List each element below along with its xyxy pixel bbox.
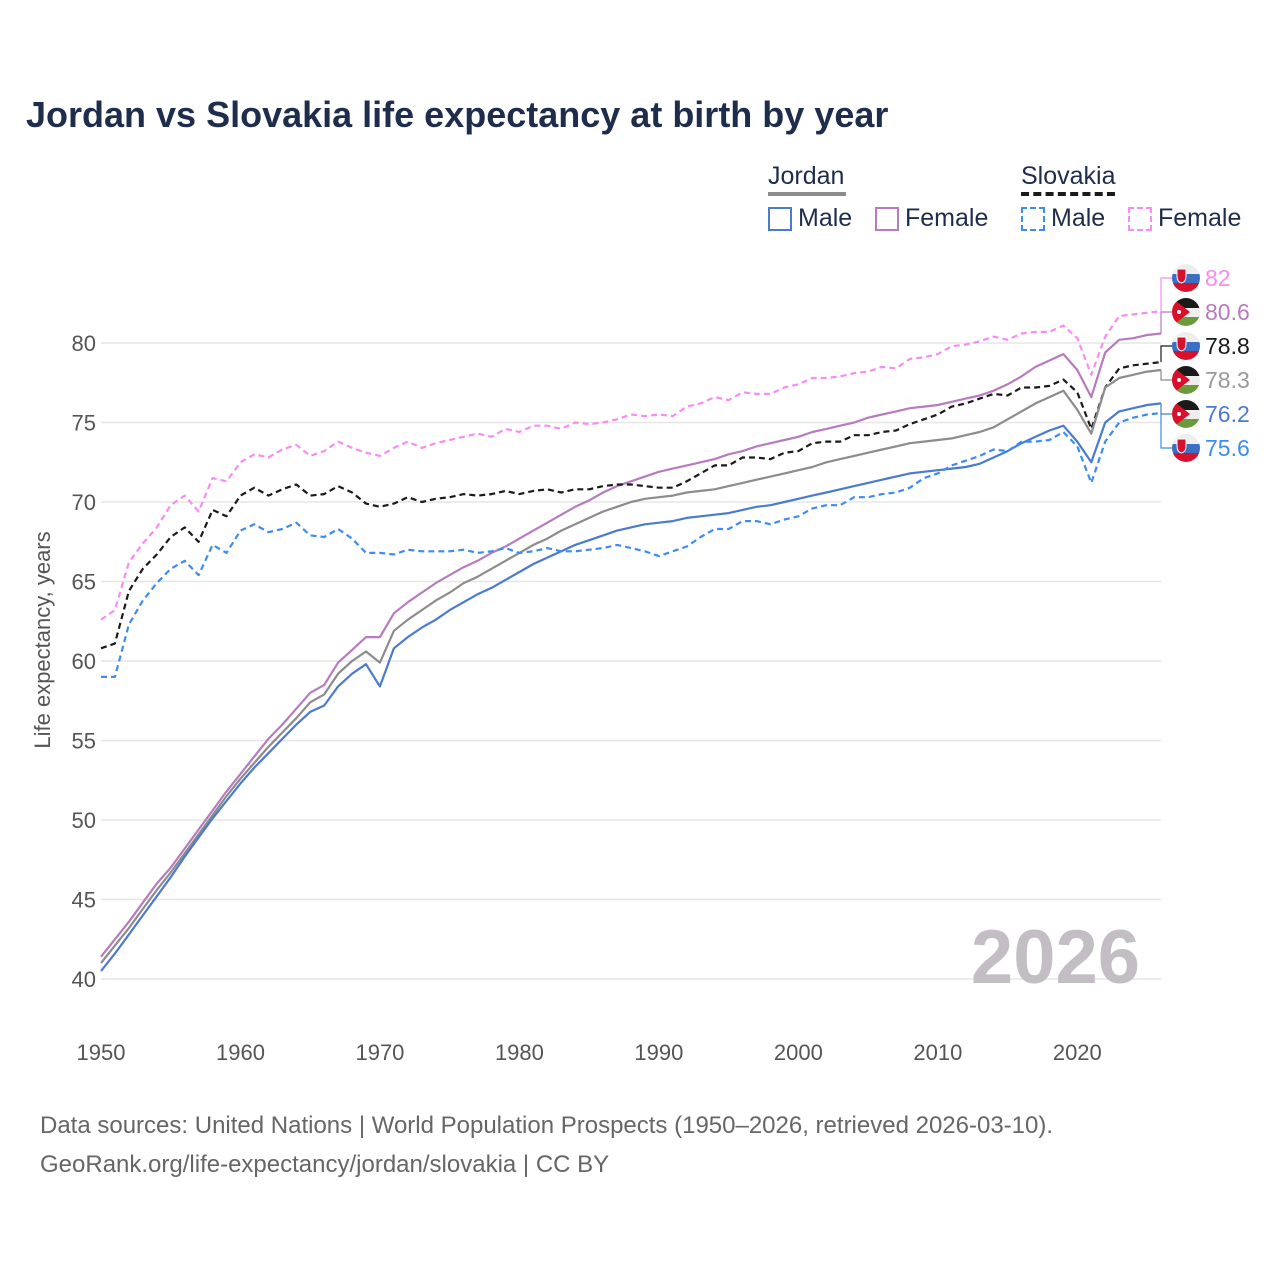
y-axis-label: Life expectancy, years: [30, 531, 55, 748]
legend-swatch: [875, 206, 899, 231]
y-tick-label: 50: [72, 808, 96, 833]
flag-stripe-red: [1172, 453, 1200, 462]
flag-body: [1172, 264, 1200, 292]
y-tick-label: 75: [72, 411, 96, 436]
chart-title: Jordan vs Slovakia life expectancy at bi…: [26, 94, 889, 135]
flag-stripe-green: [1172, 385, 1200, 394]
series-line-jordan: [100, 368, 1162, 964]
label-connector: [1160, 277, 1172, 312]
x-tick-label: 2020: [1053, 1040, 1102, 1065]
label-connector: [1160, 311, 1172, 334]
flag-stripe-black: [1172, 366, 1200, 376]
flag-shield: [1176, 268, 1187, 284]
slovakia-flag-icon: [1172, 264, 1200, 292]
legend-group-slovakia: Slovakia: [1021, 162, 1116, 196]
legend-group-jordan: Jordan: [768, 162, 846, 196]
label-connector: [1160, 412, 1172, 449]
x-tick-label: 2010: [913, 1040, 962, 1065]
flag-stripe-red: [1172, 283, 1200, 292]
slovakia-flag-icon: [1172, 332, 1200, 360]
y-tick-label: 45: [72, 888, 96, 913]
legend-label: Male: [1051, 204, 1106, 232]
legend-swatch: [768, 206, 792, 231]
footer: Data sources: United Nations | World Pop…: [40, 1106, 1053, 1184]
end-value-label: 75.6: [1205, 435, 1250, 461]
series-line-slovakia-male: [101, 411, 1162, 679]
flag-body: [1172, 298, 1200, 326]
x-tick-label: 1990: [634, 1040, 683, 1065]
series-line-slovakia-female: [100, 310, 1162, 621]
x-tick-label: 2000: [774, 1040, 823, 1065]
y-tick-label: 80: [72, 331, 96, 356]
flag-stripe-green: [1172, 419, 1200, 428]
flag-stripe-red: [1172, 351, 1200, 360]
flag-stripe-green: [1172, 317, 1200, 326]
flag-shield: [1176, 438, 1187, 454]
legend-jordan-line: [768, 192, 846, 196]
end-value-label: 78.8: [1205, 333, 1250, 359]
flag-body: [1172, 434, 1200, 462]
legend-slovakia-male[interactable]: Male: [1021, 204, 1105, 233]
legend-label: Female: [1158, 204, 1242, 232]
legend-label: Female: [905, 204, 989, 232]
end-value-label: 76.2: [1205, 401, 1250, 427]
end-value-label: 80.6: [1205, 299, 1250, 325]
legend-label: Male: [798, 204, 853, 232]
flag-body: [1172, 332, 1200, 360]
x-tick-label: 1960: [216, 1040, 265, 1065]
flag-stripe-black: [1172, 400, 1200, 410]
flag-star: [1177, 378, 1181, 382]
flag-star: [1177, 310, 1181, 314]
attribution-text: GeoRank.org/life-expectancy/jordan/slova…: [40, 1151, 610, 1178]
x-tick-label: 1950: [77, 1040, 126, 1065]
flag-shield: [1176, 336, 1187, 352]
jordan-flag-icon: [1172, 400, 1200, 428]
y-tick-label: 40: [72, 967, 96, 992]
y-tick-label: 60: [72, 649, 96, 674]
legend-slovakia-label: Slovakia: [1021, 162, 1116, 190]
legend-jordan-female[interactable]: Female: [875, 204, 988, 233]
label-connector: [1160, 345, 1172, 363]
x-tick-label: 1980: [495, 1040, 544, 1065]
legend-slovakia-line: [1021, 192, 1115, 196]
series-line-slovakia: [100, 361, 1162, 650]
slovakia-flag-icon: [1172, 434, 1200, 462]
end-value-label: 82: [1205, 265, 1231, 291]
x-tick-label: 1970: [355, 1040, 404, 1065]
flag-star: [1177, 412, 1181, 416]
legend-jordan-label: Jordan: [768, 162, 845, 190]
flag-body: [1172, 366, 1200, 394]
series-line-jordan-female: [100, 332, 1162, 958]
y-tick-label: 70: [72, 490, 96, 515]
line-chart: 40 45 50 55 60 65 70 75 80 1950 1960 1970 1980 1990 20…: [30, 264, 1250, 1065]
flag-stripe-black: [1172, 298, 1200, 308]
series-line-jordan-male: [100, 402, 1162, 972]
flag-body: [1172, 400, 1200, 428]
legend-slovakia-female[interactable]: Female: [1128, 204, 1241, 233]
y-tick-label: 55: [72, 729, 96, 754]
label-connector: [1160, 370, 1172, 381]
legend-swatch: [1021, 206, 1045, 231]
data-source-text: Data sources: United Nations | World Pop…: [40, 1112, 1054, 1139]
jordan-flag-icon: [1172, 298, 1200, 326]
label-connector: [1160, 403, 1172, 415]
jordan-flag-icon: [1172, 366, 1200, 394]
y-tick-label: 65: [72, 570, 96, 595]
legend-swatch: [1128, 206, 1152, 231]
end-value-label: 78.3: [1205, 367, 1250, 393]
year-watermark: 2026: [971, 915, 1140, 1000]
legend-jordan-male[interactable]: Male: [768, 204, 852, 233]
